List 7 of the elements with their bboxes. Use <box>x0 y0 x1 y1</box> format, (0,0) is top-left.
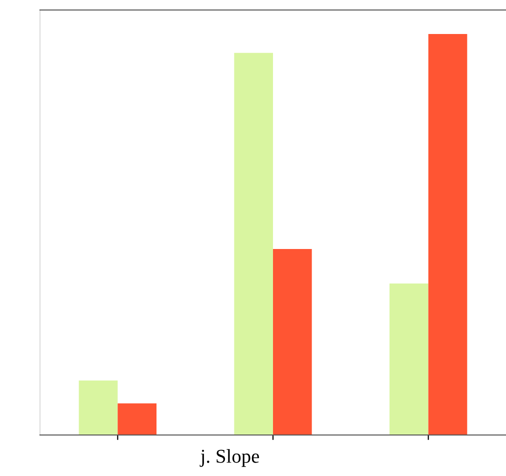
bar <box>118 403 156 435</box>
bar <box>428 34 468 435</box>
bar <box>273 248 312 435</box>
bar <box>78 380 118 435</box>
text: j. Slope <box>200 449 260 467</box>
bar <box>234 52 273 435</box>
bar <box>390 283 428 435</box>
